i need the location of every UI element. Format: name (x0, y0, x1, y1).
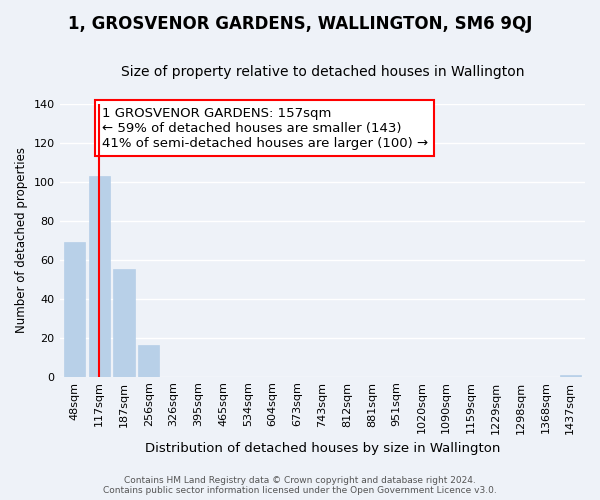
Bar (113, 270, 134, 376)
Bar (64, 242, 85, 376)
Bar (89, 176, 110, 376)
Y-axis label: Number of detached properties: Number of detached properties (15, 147, 28, 333)
Bar (560, 374, 581, 376)
Text: Contains HM Land Registry data © Crown copyright and database right 2024.
Contai: Contains HM Land Registry data © Crown c… (103, 476, 497, 495)
Bar (138, 346, 160, 376)
Title: Size of property relative to detached houses in Wallington: Size of property relative to detached ho… (121, 65, 524, 79)
Text: 1 GROSVENOR GARDENS: 157sqm
← 59% of detached houses are smaller (143)
41% of se: 1 GROSVENOR GARDENS: 157sqm ← 59% of det… (101, 106, 428, 150)
Text: 1, GROSVENOR GARDENS, WALLINGTON, SM6 9QJ: 1, GROSVENOR GARDENS, WALLINGTON, SM6 9Q… (68, 15, 532, 33)
X-axis label: Distribution of detached houses by size in Wallington: Distribution of detached houses by size … (145, 442, 500, 455)
